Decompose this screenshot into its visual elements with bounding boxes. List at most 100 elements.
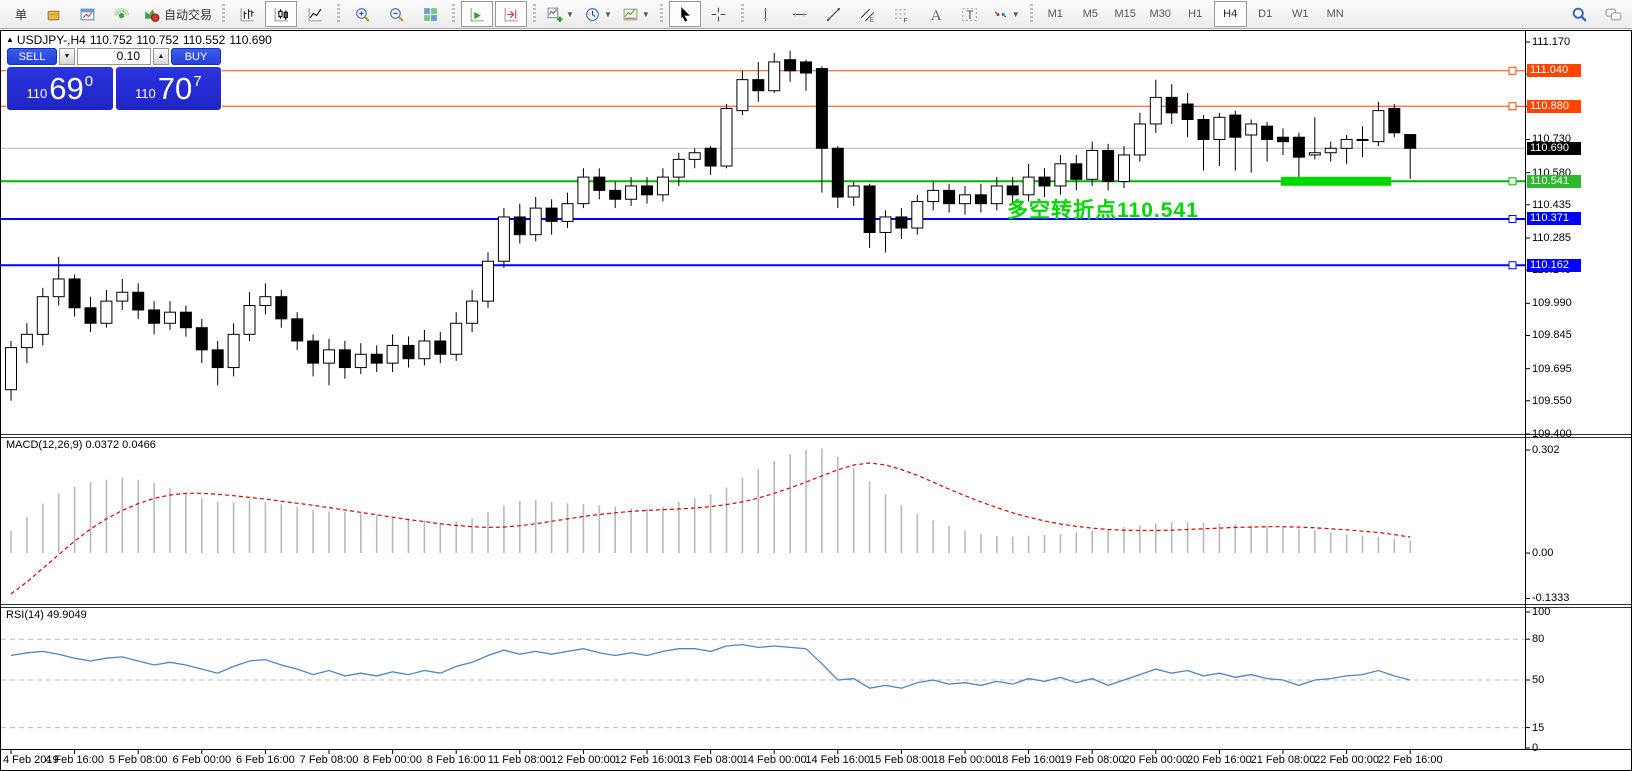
search-button[interactable]: [1563, 1, 1595, 27]
timeframe-mn-button[interactable]: MN: [1326, 8, 1344, 20]
chart-shift-button[interactable]: [495, 1, 528, 27]
auto-trading-button[interactable]: 自动交易: [139, 1, 216, 27]
new-order-button[interactable]: 单: [3, 1, 35, 27]
price-tick-label: 110.285: [1532, 232, 1571, 244]
sell-price-pip: 0: [84, 73, 94, 90]
time-tick-label: 11 Feb 08:00: [487, 754, 552, 766]
price-tick-label: 109.400: [1532, 428, 1572, 440]
price-tick-label: 110.435: [1532, 198, 1571, 211]
chevron-down-icon: ▼: [641, 9, 650, 19]
time-tick-label: 14 Feb 00:00: [741, 754, 807, 766]
horizontal-line-button[interactable]: [784, 1, 816, 27]
templates-button[interactable]: ▼: [618, 1, 654, 27]
auto-scroll-icon: [470, 7, 484, 21]
buy-price-display[interactable]: 110 70 7: [115, 67, 221, 110]
time-tick-label: 12 Feb 00:00: [550, 754, 616, 766]
chevron-down-icon: ▼: [1011, 9, 1020, 19]
timeframe-h1-button[interactable]: H1: [1188, 8, 1203, 20]
chevron-down-icon: ▼: [603, 9, 612, 19]
gold-box-icon: [47, 10, 59, 20]
sell-price-display[interactable]: 110 69 0: [7, 67, 113, 110]
chevron-down-icon: ▼: [566, 9, 574, 19]
ohlc-open: 110.752: [89, 33, 133, 47]
price-tag-110.541: 110.541: [1527, 174, 1581, 188]
candlestick-chart-button[interactable]: [265, 1, 298, 27]
cursor-button[interactable]: [668, 1, 701, 27]
vertical-line-button[interactable]: [750, 1, 782, 27]
hline-marker[interactable]: [1508, 214, 1517, 223]
chart-title: ▲ USDJPY-,H4 110.752 110.752 110.552 110.690: [6, 33, 276, 47]
price-tag-110.690: 110.690: [1527, 141, 1581, 155]
sell-button[interactable]: SELL: [7, 48, 57, 65]
channel-icon: E: [861, 8, 875, 23]
price-tag-111.040: 111.040: [1527, 64, 1581, 78]
hline-marker[interactable]: [1508, 66, 1517, 75]
auto-scroll-button[interactable]: [461, 1, 494, 27]
chat-icon: [1605, 8, 1621, 20]
price-tick-label: 111.170: [1532, 36, 1571, 48]
bar-chart-button[interactable]: [231, 1, 263, 27]
time-axis[interactable]: 4 Feb 2019 4 Feb 16:00 5 Feb 08:00 6 Feb 00…: [1, 749, 1631, 770]
macd-tick-label: -0.1333: [1532, 592, 1570, 605]
timeframe-m30-button[interactable]: M30: [1149, 8, 1171, 20]
time-tick-label: 12 Feb 16:00: [614, 754, 680, 766]
time-tick-label: 21 Feb 08:00: [1250, 754, 1316, 766]
price-axis[interactable]: 111.170111.025110.880110.730110.580110.4…: [1526, 31, 1631, 754]
line-chart-button[interactable]: [299, 1, 331, 27]
price-tick-label: 109.845: [1532, 329, 1572, 342]
periods-button[interactable]: ▼: [580, 1, 616, 27]
timeframe-d1-button[interactable]: D1: [1258, 8, 1273, 20]
buy-price-pip: 7: [193, 73, 202, 90]
toolbar-separator: [1029, 4, 1033, 24]
crosshair-button[interactable]: [703, 1, 735, 27]
market-watch-button[interactable]: [37, 1, 69, 27]
signals-button[interactable]: [105, 1, 137, 27]
equidistant-channel-button[interactable]: E: [852, 1, 884, 27]
one-click-trading-panel: SELL ▼ 0.10 ▲ BUY 110 69 0 110 70 7: [6, 47, 222, 112]
volume-input[interactable]: 0.10: [77, 48, 151, 65]
timeframe-m15-button[interactable]: M15: [1114, 8, 1136, 20]
price-tag-110.371: 110.371: [1527, 212, 1581, 226]
text-label-button[interactable]: T: [954, 1, 986, 27]
timeframe-m5-button[interactable]: M5: [1082, 8, 1098, 20]
symbol-period: USDJPY-,H4: [16, 33, 86, 47]
volume-decrease-button[interactable]: ▼: [59, 48, 75, 65]
toolbar-separator: [659, 4, 663, 24]
time-tick-label: 20 Feb 16:00: [1186, 754, 1252, 766]
tile-windows-button[interactable]: [414, 1, 446, 27]
timeframe-h4-button[interactable]: H4: [1213, 1, 1247, 27]
fibonacci-button[interactable]: F: [886, 1, 918, 27]
new-chart-button[interactable]: [71, 1, 103, 27]
indicators-button[interactable]: ▼: [542, 1, 578, 27]
text-button[interactable]: A: [920, 1, 952, 27]
pivot-highlight-box: [1281, 176, 1391, 186]
template-icon: [623, 8, 638, 20]
chat-button[interactable]: [1597, 1, 1629, 27]
hline-marker[interactable]: [1508, 261, 1517, 270]
hline-marker[interactable]: [1508, 102, 1517, 111]
trendline-button[interactable]: [818, 1, 850, 27]
zoom-in-button[interactable]: [346, 1, 378, 27]
line-chart-icon: [308, 7, 322, 21]
indicators-icon: [547, 7, 563, 22]
arrows-button[interactable]: ▼: [988, 1, 1024, 27]
collapse-icon[interactable]: ▲: [6, 35, 14, 44]
chart-window-icon: [80, 8, 94, 20]
ohlc-low: 110.552: [182, 33, 226, 47]
volume-increase-button[interactable]: ▲: [153, 48, 169, 65]
toolbar-separator: [740, 4, 744, 24]
time-tick-label: 4 Feb 16:00: [45, 754, 104, 766]
time-tick-label: 18 Feb 00:00: [932, 754, 998, 766]
ohlc-high: 110.752: [136, 33, 179, 47]
hline-marker[interactable]: [1508, 177, 1517, 186]
cursor-icon: [681, 6, 691, 22]
candlestick-series: [5, 50, 1417, 401]
timeframe-m1-button[interactable]: M1: [1047, 8, 1063, 20]
timeframe-w1-button[interactable]: W1: [1291, 8, 1309, 20]
rsi-tick-label: 0: [1532, 742, 1539, 754]
rsi-tick-label: 15: [1532, 721, 1545, 734]
buy-button[interactable]: BUY: [171, 48, 221, 65]
price-tag-110.880: 110.880: [1527, 99, 1581, 113]
macd-indicator-label: MACD(12,26,9) 0.0372 0.0466: [6, 439, 156, 451]
zoom-out-button[interactable]: [380, 1, 412, 27]
